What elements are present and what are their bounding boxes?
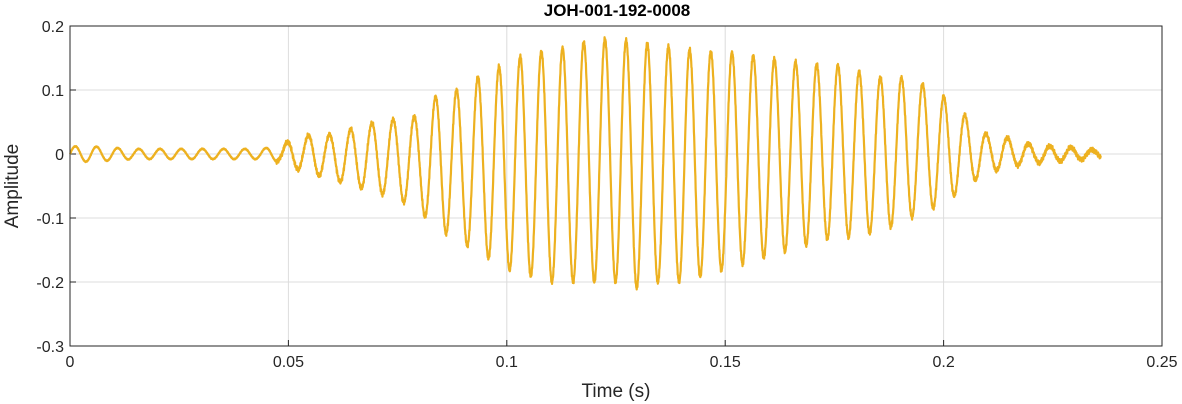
y-tick-labels: 0.2 0.1 0 -0.1 -0.2 -0.3 [36, 19, 64, 356]
y-tick-label: -0.2 [36, 275, 64, 292]
y-tick-label: 0 [55, 147, 64, 164]
x-tick-labels: 0 0.05 0.1 0.15 0.2 0.25 [66, 354, 1178, 371]
plot-frame [69, 25, 1163, 347]
x-tick-label: 0.25 [1146, 354, 1177, 371]
y-axis-label: Amplitude [2, 144, 23, 229]
x-tick-label: 0.05 [273, 354, 304, 371]
signal-series-line [69, 36, 1102, 291]
x-tick-label: 0 [66, 354, 75, 371]
chart-title: JOH-001-192-0008 [544, 1, 690, 20]
x-tick-label: 0.15 [710, 354, 741, 371]
x-tick-label: 0.2 [932, 354, 954, 371]
x-tick-label: 0.1 [496, 354, 518, 371]
y-tick-label: 0.1 [42, 83, 64, 100]
y-tick-label: -0.1 [36, 211, 64, 228]
signal-line-layer [69, 36, 1102, 291]
grid-lines [69, 25, 1163, 347]
y-tick-label: -0.3 [36, 339, 64, 356]
y-tick-label: 0.2 [42, 19, 64, 36]
x-axis-label: Time (s) [582, 381, 651, 402]
